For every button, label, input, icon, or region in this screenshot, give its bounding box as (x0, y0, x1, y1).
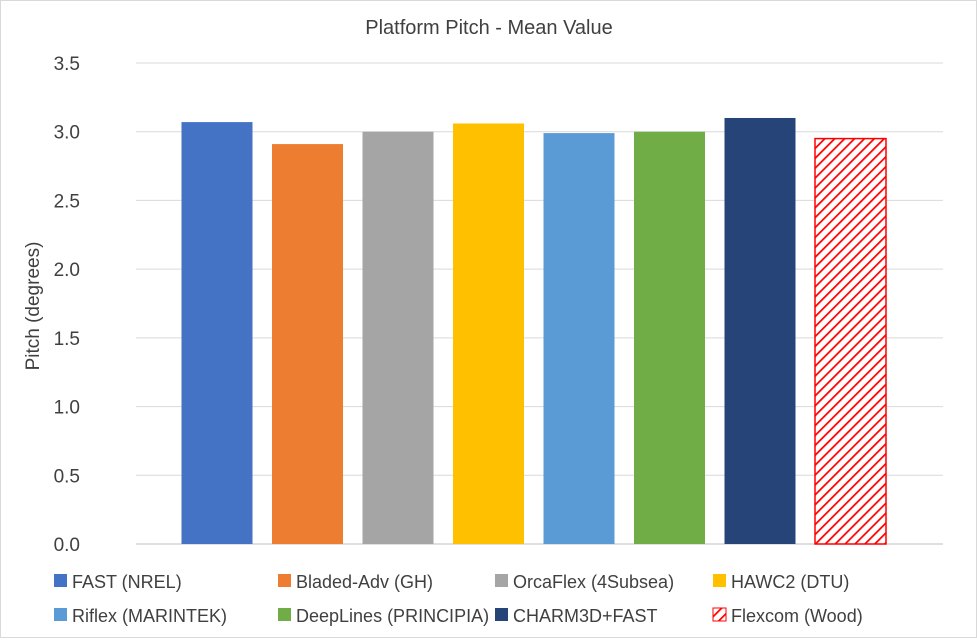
legend-label: Riflex (MARINTEK) (72, 606, 227, 626)
legend-item: Bladed-Adv (GH) (278, 572, 433, 592)
legend-label: DeepLines (PRINCIPIA) (296, 606, 489, 626)
y-tick-label: 1.5 (54, 329, 80, 350)
y-tick-label: 2.5 (54, 191, 80, 212)
legend-item: Flexcom (Wood) (712, 606, 863, 626)
y-tick-label: 0.0 (54, 535, 80, 556)
y-tick-label: 3.0 (54, 123, 80, 144)
y-tick-label: 0.5 (54, 466, 80, 487)
bar (362, 131, 434, 544)
y-tick-label: 2.0 (54, 260, 80, 281)
y-axis-label: Pitch (degrees) (23, 242, 44, 371)
bar (724, 117, 796, 544)
legend-item: OrcaFlex (4Subsea) (495, 572, 674, 592)
legend-swatch (278, 574, 291, 587)
legend-swatch (54, 608, 67, 621)
legend-label: Flexcom (Wood) (731, 606, 863, 626)
legend-item: DeepLines (PRINCIPIA) (278, 606, 489, 626)
y-tick-labels: 0.0 0.5 1.0 1.5 2.0 2.5 3.0 3.5 (54, 54, 80, 556)
legend-swatch (495, 574, 508, 587)
legend-item: CHARM3D+FAST (495, 606, 658, 626)
legend-swatch (495, 608, 508, 621)
y-tick-label: 1.0 (54, 398, 80, 419)
y-tick-label: 3.5 (54, 54, 80, 75)
legend-label: CHARM3D+FAST (513, 606, 658, 626)
legend-label: HAWC2 (DTU) (731, 572, 849, 592)
bars (181, 117, 887, 545)
legend-swatch (54, 574, 67, 587)
bar (453, 123, 524, 545)
legend-swatch (712, 607, 727, 622)
bar (543, 133, 615, 545)
legend-swatch (278, 608, 291, 621)
chart-title: Platform Pitch - Mean Value (365, 17, 613, 39)
legend-item: Riflex (MARINTEK) (54, 606, 227, 626)
gridlines (136, 62, 943, 545)
legend-label: OrcaFlex (4Subsea) (513, 572, 674, 592)
legend-item: FAST (NREL) (54, 572, 182, 592)
legend: FAST (NREL) Bladed-Adv (GH) OrcaFlex (4Sub… (54, 572, 863, 626)
legend-label: FAST (NREL) (72, 572, 182, 592)
bar (634, 131, 705, 544)
bar (181, 122, 253, 544)
bar (272, 144, 343, 544)
legend-swatch (713, 574, 726, 587)
legend-label: Bladed-Adv (GH) (296, 572, 433, 592)
bar (814, 137, 887, 545)
legend-item: HAWC2 (DTU) (713, 572, 849, 592)
